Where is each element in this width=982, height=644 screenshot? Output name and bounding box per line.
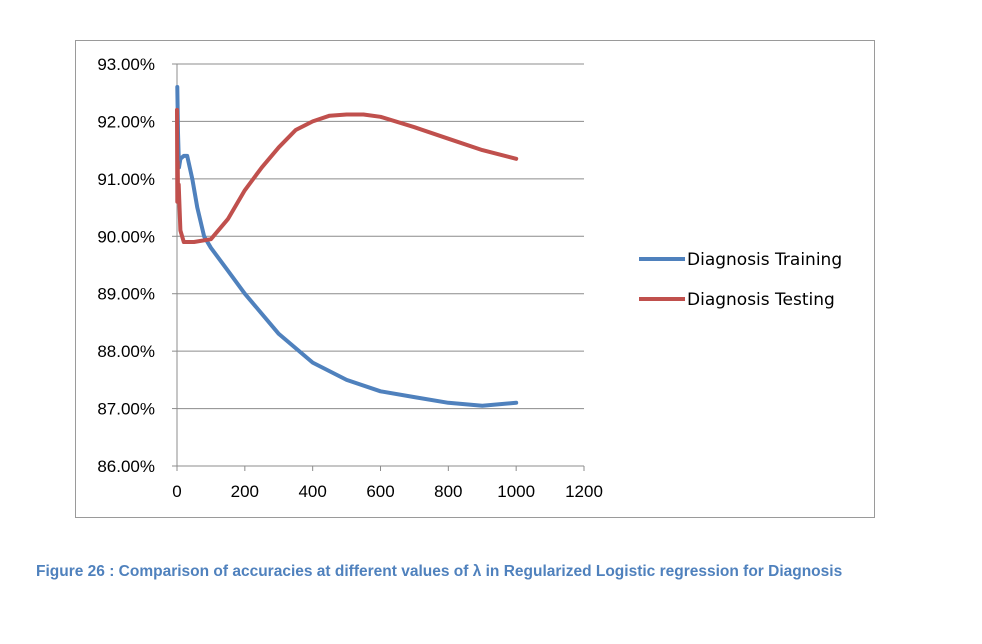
legend-label: Diagnosis Testing [687,290,835,310]
axes: 86.00% 87.00% 88.00% 89.00% 90.00% 91.00% 92.0… [97,55,603,501]
x-tick-label: 1000 [497,482,535,501]
x-tick-label: 1200 [565,482,603,501]
y-tick-label: 93.00% [97,55,155,74]
x-tick-label: 0 [172,482,181,501]
figure-caption: Figure 26 : Comparison of accuracies at … [36,563,843,580]
legend-label: Diagnosis Training [687,250,842,270]
legend: Diagnosis Training Diagnosis Testing [639,250,842,310]
y-tick-label: 87.00% [97,400,155,419]
line-chart: 86.00% 87.00% 88.00% 89.00% 90.00% 91.00% 92.0… [97,55,842,501]
x-tick-label: 600 [366,482,394,501]
y-tick-label: 86.00% [97,457,155,476]
series-line-diagnosis-testing [175,107,519,244]
x-tick-label: 400 [298,482,326,501]
x-tick-label: 200 [231,482,259,501]
x-tick-label: 800 [434,482,462,501]
y-tick-label: 91.00% [97,170,155,189]
y-tick-label: 92.00% [97,112,155,131]
chart-frame: 86.00% 87.00% 88.00% 89.00% 90.00% 91.00% 92.0… [75,40,875,518]
series-line-diagnosis-training [175,85,519,408]
y-tick-label: 88.00% [97,342,155,361]
y-tick-label: 89.00% [97,285,155,304]
y-tick-label: 90.00% [97,227,155,246]
data-series [175,85,519,408]
